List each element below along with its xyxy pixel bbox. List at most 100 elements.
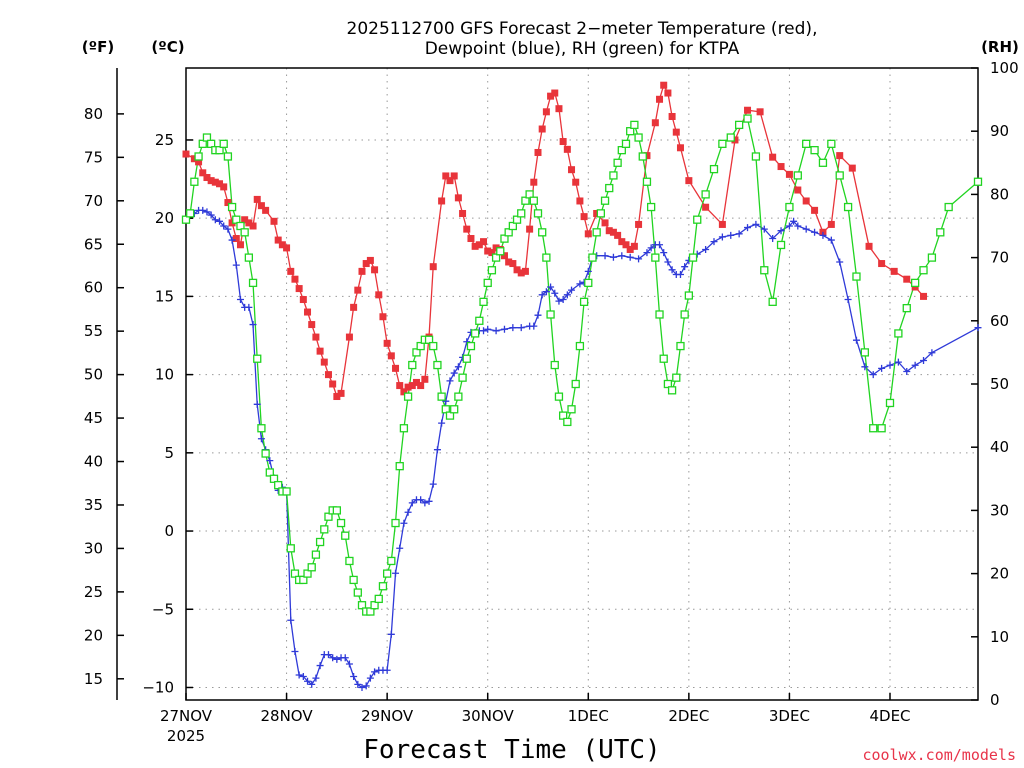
dewpoint-point bbox=[236, 296, 244, 304]
temperature-point bbox=[777, 163, 785, 171]
rh-point bbox=[525, 190, 534, 199]
dewpoint-point bbox=[911, 361, 919, 369]
temperature-point bbox=[584, 230, 592, 238]
dewpoint-point bbox=[676, 270, 684, 278]
rh-point bbox=[500, 234, 509, 243]
x-tick-label: 1DEC bbox=[568, 707, 609, 725]
rh-point bbox=[869, 424, 878, 433]
dewpoint-point bbox=[400, 519, 408, 527]
rh-point bbox=[655, 310, 664, 319]
dewpoint-point bbox=[211, 216, 219, 224]
dewpoint-point bbox=[559, 296, 567, 304]
rh-point bbox=[307, 563, 316, 572]
temperature-point bbox=[555, 105, 563, 113]
rh-point bbox=[546, 310, 555, 319]
dewpoint-point bbox=[702, 245, 710, 253]
dewpoint-point bbox=[635, 255, 643, 263]
y-axis-ticks: 2520151050−5−108075706560555045403530252… bbox=[84, 59, 1019, 709]
celsius-tick-label: 15 bbox=[155, 287, 174, 305]
rh-point bbox=[265, 468, 274, 477]
temperature-point bbox=[220, 183, 228, 191]
dewpoint-point bbox=[484, 325, 492, 333]
temperature-point bbox=[538, 125, 546, 133]
temperature-point bbox=[329, 380, 337, 388]
dewpoint-point bbox=[245, 303, 253, 311]
temperature-point bbox=[622, 241, 630, 249]
rh-point bbox=[202, 133, 212, 142]
dewpoint-point bbox=[425, 497, 433, 505]
rh-point bbox=[701, 190, 710, 199]
temperature-point bbox=[392, 364, 400, 372]
temperature-point bbox=[635, 220, 643, 228]
dewpoint-point bbox=[656, 241, 664, 249]
rh-point bbox=[236, 221, 245, 231]
dewpoint-point bbox=[710, 238, 718, 246]
rh-point bbox=[186, 209, 195, 218]
x-axis-label: Forecast Time (UTC) bbox=[363, 735, 660, 765]
rh-point bbox=[395, 462, 404, 471]
temperature-point bbox=[672, 128, 680, 136]
dewpoint-point bbox=[538, 291, 546, 299]
rh-point bbox=[198, 139, 207, 148]
dewpoint-point bbox=[568, 286, 576, 294]
dewpoint-point bbox=[383, 666, 391, 674]
rh-point bbox=[332, 506, 342, 515]
rh-point bbox=[902, 304, 911, 313]
temperature-point bbox=[295, 285, 303, 293]
temperature-point bbox=[450, 172, 458, 180]
temperature-point bbox=[308, 321, 316, 329]
temperature-point bbox=[404, 383, 412, 391]
x-tick-sublabel: 2025 bbox=[167, 727, 205, 745]
dewpoint-point bbox=[387, 630, 395, 638]
rh-point bbox=[718, 139, 727, 148]
temperature-point bbox=[241, 216, 249, 224]
temperature-point bbox=[865, 242, 873, 250]
rh-point bbox=[672, 373, 681, 382]
temperature-point bbox=[454, 194, 462, 202]
dewpoint-point bbox=[886, 361, 894, 369]
dewpoint-point bbox=[647, 244, 655, 252]
temperature-point bbox=[400, 388, 408, 396]
temperature-point bbox=[794, 186, 802, 194]
temperature-point bbox=[609, 228, 617, 236]
celsius-tick-label: 25 bbox=[155, 131, 174, 149]
rh-point bbox=[659, 354, 668, 363]
temperature-point bbox=[618, 238, 626, 246]
rh-point bbox=[734, 120, 744, 130]
fahrenheit-tick-label: 75 bbox=[84, 148, 103, 166]
celsius-tick-label: −10 bbox=[142, 678, 174, 696]
rh-point bbox=[483, 278, 492, 288]
temperature-point bbox=[253, 195, 261, 203]
rh-tick-label: 10 bbox=[990, 628, 1009, 646]
rh-point bbox=[257, 424, 266, 433]
rh-point bbox=[743, 114, 752, 123]
fahrenheit-tick-label: 60 bbox=[84, 279, 103, 297]
dewpoint-point bbox=[547, 283, 555, 291]
rh-point bbox=[274, 480, 283, 490]
fahrenheit-tick-label: 70 bbox=[84, 192, 103, 210]
dewpoint-point bbox=[563, 291, 571, 299]
rh-point bbox=[751, 152, 761, 161]
temperature-point bbox=[890, 267, 898, 275]
rh-point bbox=[646, 202, 656, 212]
rh-point bbox=[584, 278, 593, 288]
rh-point bbox=[554, 392, 564, 401]
rh-point bbox=[403, 392, 413, 401]
dewpoint-point bbox=[421, 499, 429, 507]
dewpoint-point bbox=[492, 327, 500, 335]
dewpoint-point bbox=[266, 457, 274, 465]
rh-point bbox=[726, 133, 735, 142]
rh-point bbox=[936, 228, 945, 237]
rh-point bbox=[626, 127, 635, 136]
rh-point bbox=[315, 537, 325, 547]
dewpoint-point bbox=[576, 280, 584, 288]
rh-point bbox=[617, 146, 626, 155]
chart-title-line1: 2025112700 GFS Forecast 2−meter Temperat… bbox=[347, 19, 818, 39]
rh-tick-label: 0 bbox=[990, 691, 1000, 709]
fahrenheit-tick-label: 50 bbox=[84, 366, 103, 384]
rh-point bbox=[320, 525, 329, 534]
dewpoint-point bbox=[253, 400, 261, 408]
temperature-point bbox=[664, 89, 672, 97]
temperature-point bbox=[207, 177, 215, 185]
rh-tick-label: 70 bbox=[990, 249, 1009, 267]
